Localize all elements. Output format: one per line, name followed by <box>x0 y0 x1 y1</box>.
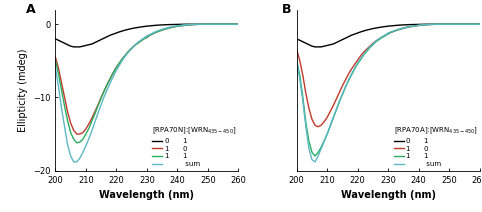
Text: B: B <box>282 3 292 16</box>
Legend: 0      1, 1      0, 1      1,          sum: 0 1, 1 0, 1 1, sum <box>394 126 478 167</box>
Text: A: A <box>26 3 36 16</box>
X-axis label: Wavelength (nm): Wavelength (nm) <box>341 190 436 200</box>
Legend: 0      1, 1      0, 1      1,          sum: 0 1, 1 0, 1 1, sum <box>152 126 237 167</box>
Y-axis label: Ellipticity (mdeg): Ellipticity (mdeg) <box>17 48 27 132</box>
X-axis label: Wavelength (nm): Wavelength (nm) <box>99 190 194 200</box>
